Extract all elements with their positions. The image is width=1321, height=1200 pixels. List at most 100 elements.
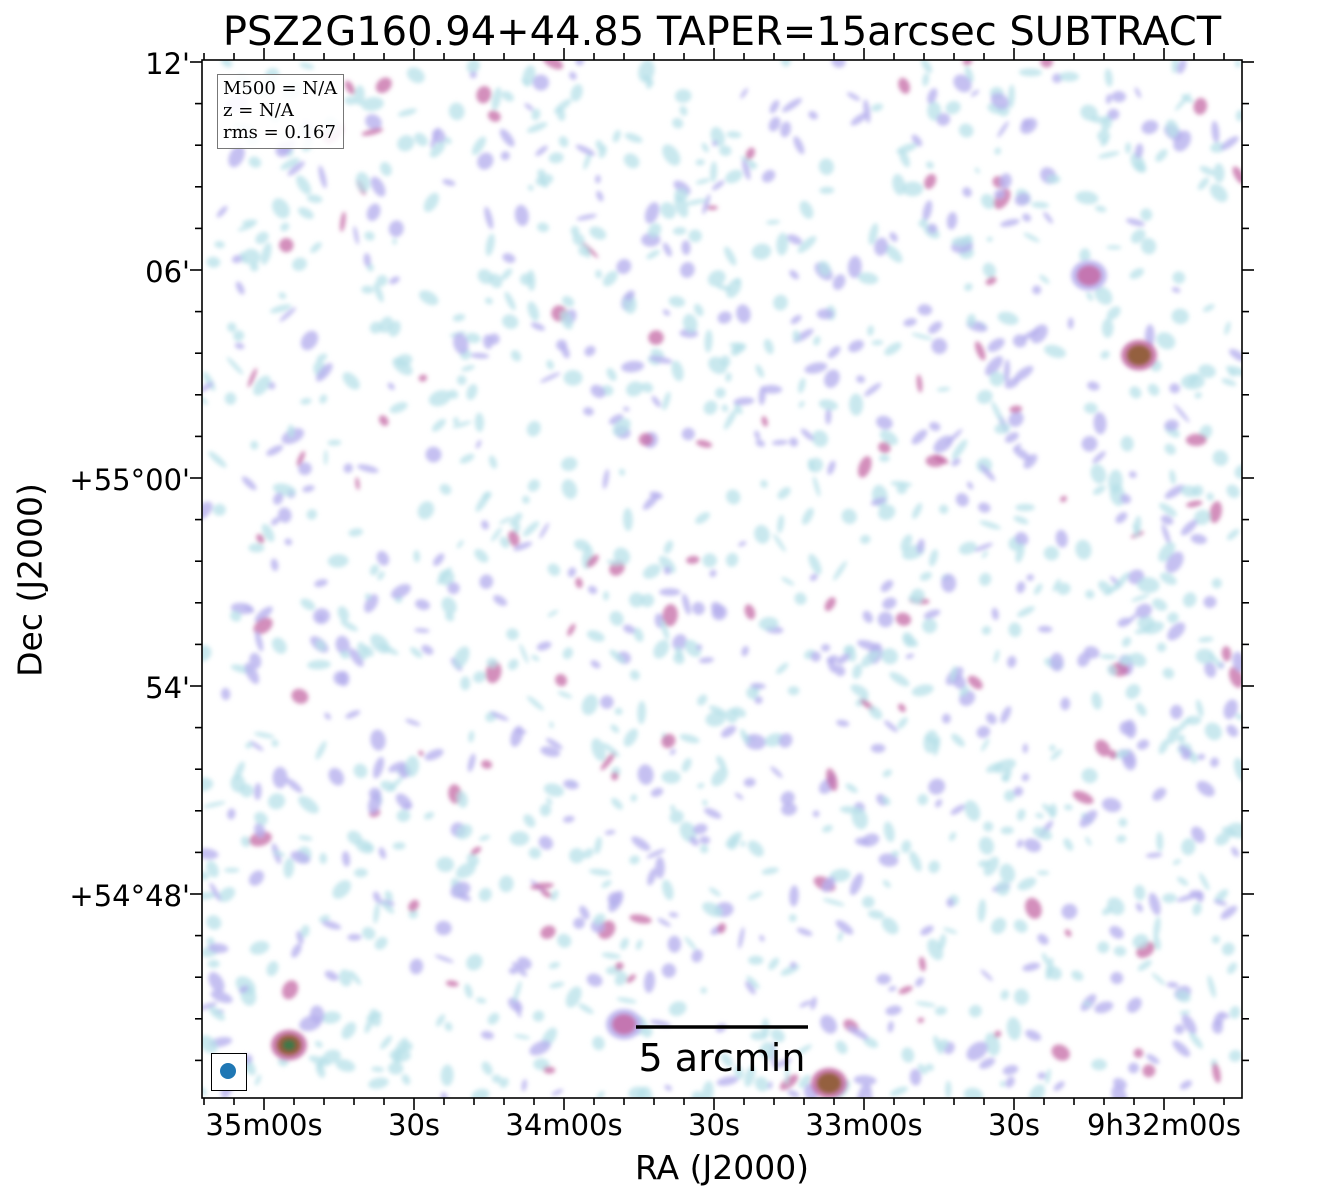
noise-blob [470,352,490,359]
noise-blob [941,713,951,724]
noise-blob [342,372,360,390]
noise-blob [641,382,654,393]
noise-blob [1221,942,1235,956]
noise-blob [444,136,452,145]
noise-blob [1016,808,1026,821]
y-tick-label: +55°00' [69,463,190,497]
noise-blob [1113,572,1130,591]
noise-blob [1090,116,1109,124]
noise-blob [773,533,786,553]
noise-blob [1112,749,1130,759]
noise-blob [616,997,637,1004]
radio-source [612,1014,636,1035]
noise-blob [689,836,699,847]
noise-blob [860,534,871,544]
noise-blob [479,574,494,589]
noise-blob [206,256,221,268]
noise-blob [355,477,360,491]
noise-blob [1012,334,1027,348]
noise-blob [461,365,475,372]
noise-blob [702,799,708,806]
radio-source [1127,345,1151,366]
noise-blob [934,1006,947,1016]
noise-blob [1147,383,1160,396]
noise-blob [563,779,579,790]
noise-blob [928,860,940,874]
noise-blob [871,339,884,346]
noise-blob [226,356,244,375]
noise-blob [702,902,723,917]
noise-blob [395,354,413,367]
noise-blob [404,755,420,778]
noise-blob [279,237,294,253]
noise-blob [202,396,208,405]
noise-blob [374,936,388,950]
noise-blob [298,462,312,476]
noise-blob [770,766,783,778]
noise-blob [626,974,636,983]
noise-blob [1153,935,1161,951]
noise-blob [455,862,476,879]
noise-blob [903,318,917,327]
noise-blob [997,311,1019,325]
noise-blob [981,550,989,559]
axis-ticks [190,48,1254,1110]
noise-blob [292,257,307,271]
noise-blob [1056,582,1071,595]
noise-blob [465,332,481,344]
noise-blob [798,1074,811,1089]
noise-blob [1095,739,1111,757]
noise-blob [964,800,981,822]
noise-blob [575,577,583,589]
noise-blob [514,204,529,227]
noise-blob [1220,905,1238,920]
noise-blob [582,848,594,859]
noise-blob [754,696,763,705]
noise-blob [1226,822,1242,839]
noise-blob [1081,768,1098,784]
noise-blob [758,616,779,631]
noise-blob [626,381,644,397]
noise-blob [1128,1062,1140,1074]
noise-blob [600,695,614,709]
noise-blob [741,645,749,657]
noise-blob [238,985,249,994]
noise-blob [682,593,691,615]
noise-blob [469,71,477,79]
noise-blob [364,231,375,241]
noise-blob [776,662,789,675]
noise-blob [979,464,996,482]
noise-blob [1125,142,1132,154]
noise-blob [818,399,838,411]
noise-blob [589,226,607,240]
noise-blob [977,899,987,923]
noise-blob [986,762,1003,773]
noise-blob [307,659,331,670]
noise-blob [244,662,260,685]
noise-blob [981,625,992,635]
noise-blob [345,710,361,719]
noise-blob [923,609,941,619]
noise-blob [298,835,313,841]
noise-blob [306,509,317,520]
noise-blob [466,383,478,401]
noise-blob [917,794,929,806]
noise-blob [481,760,493,769]
noise-blob [780,121,791,138]
noise-blob [202,871,210,880]
noise-blob [768,116,781,132]
noise-blob [300,398,312,405]
noise-blob [315,740,327,760]
noise-blob [354,868,368,878]
noise-blob [1186,500,1203,508]
noise-blob [1152,598,1168,611]
noise-blob [787,1090,800,1098]
noise-blob [717,922,726,934]
noise-blob [921,60,933,74]
noise-blob [882,879,891,888]
noise-blob [327,554,349,568]
noise-blob [658,555,676,574]
noise-blob [624,290,635,301]
noise-blob [1134,160,1147,173]
noise-blob [507,658,519,671]
